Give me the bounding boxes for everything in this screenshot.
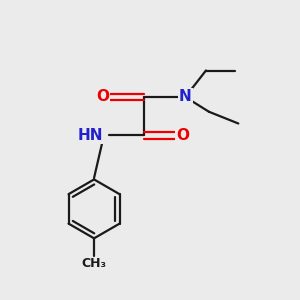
Text: O: O <box>96 89 109 104</box>
Text: CH₃: CH₃ <box>82 257 106 271</box>
Text: N: N <box>179 89 192 104</box>
Text: O: O <box>176 128 190 143</box>
Text: HN: HN <box>77 128 103 143</box>
